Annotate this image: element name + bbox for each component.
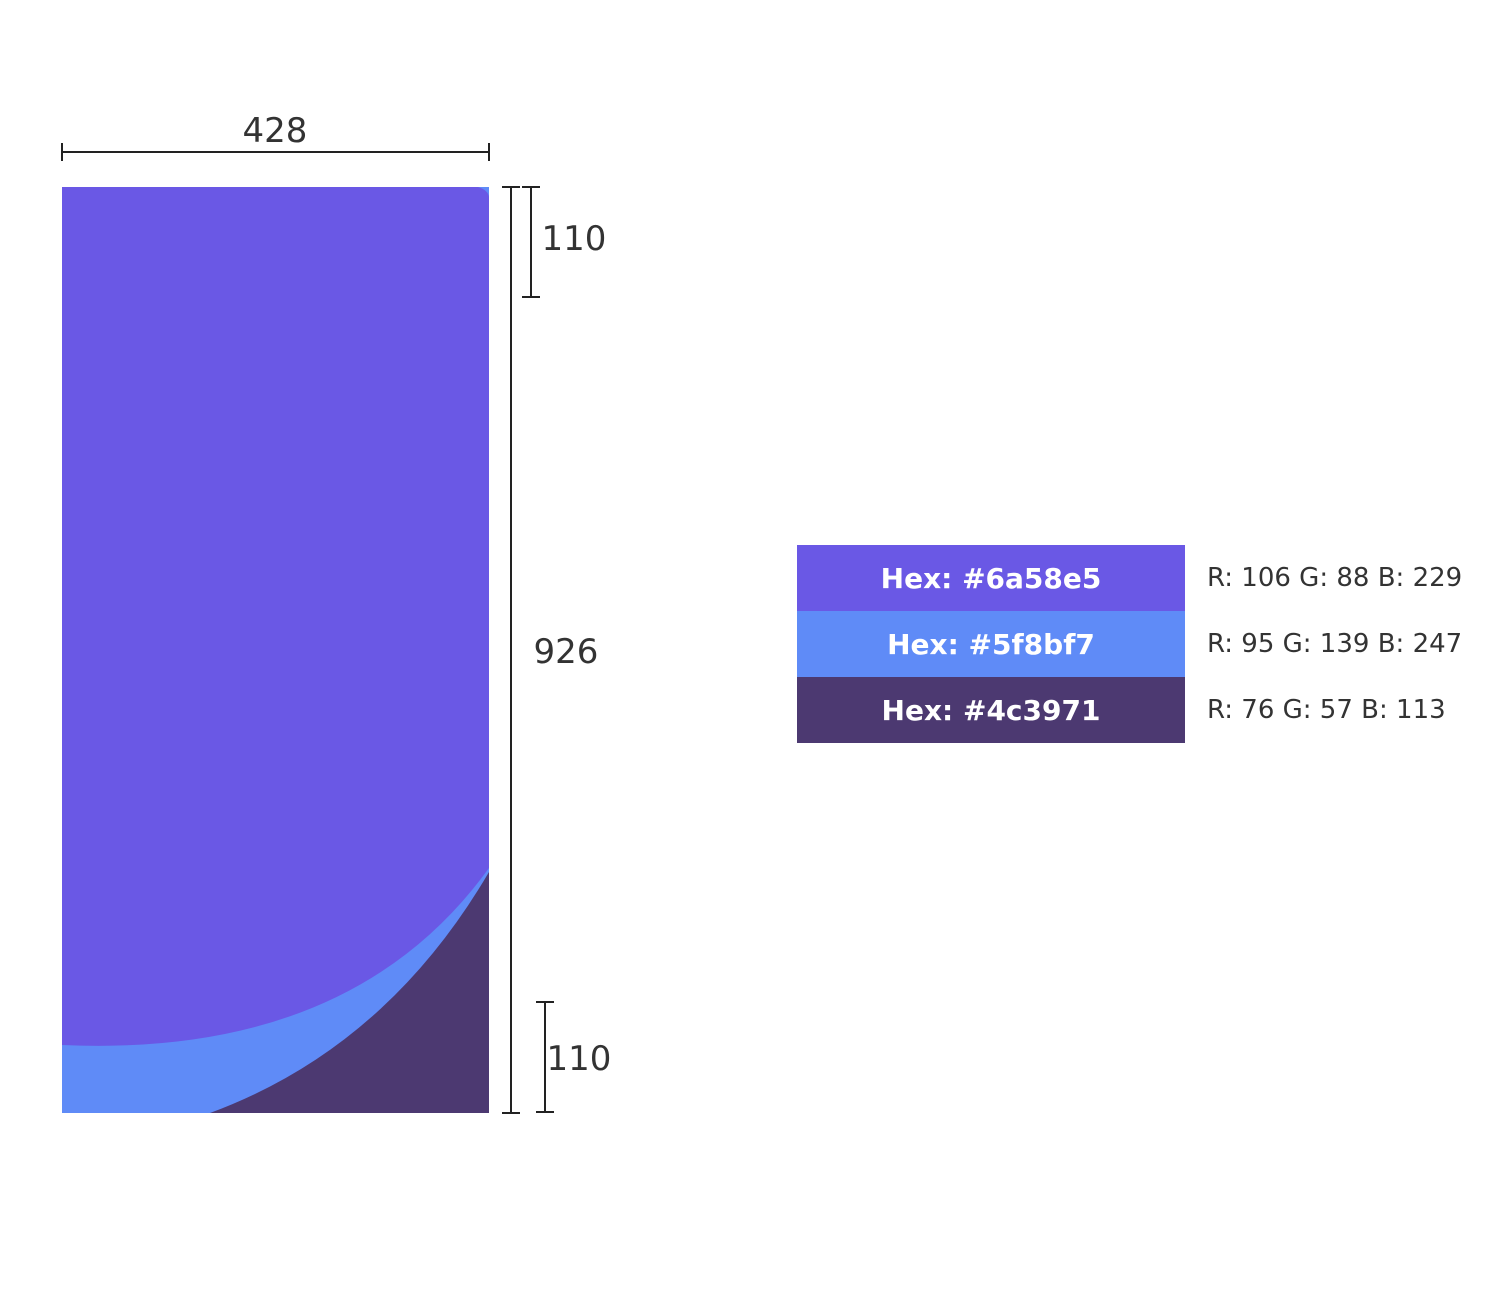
- swatch-primary-purple: Hex: #6a58e5: [797, 545, 1185, 611]
- top-margin-dimension: 110: [522, 186, 607, 298]
- bottom-margin-label: 110: [547, 1039, 612, 1079]
- height-dimension: 926: [502, 186, 599, 1114]
- top-margin-label: 110: [542, 219, 607, 259]
- bottom-margin-dimension: 110: [536, 1001, 612, 1113]
- hex-label-dark-purple: Hex: #4c3971: [881, 693, 1101, 727]
- rgb-values-list: R: 106 G: 88 B: 229 R: 95 G: 139 B: 247 …: [1207, 545, 1492, 743]
- swatch-dark-purple: Hex: #4c3971: [797, 677, 1185, 743]
- hex-label-light-blue: Hex: #5f8bf7: [887, 627, 1095, 661]
- swatch-light-blue: Hex: #5f8bf7: [797, 611, 1185, 677]
- rgb-value-dark-purple: R: 76 G: 57 B: 113: [1207, 695, 1446, 725]
- rgb-value-primary: R: 106 G: 88 B: 229: [1207, 563, 1463, 593]
- width-dimension: 428: [61, 111, 490, 161]
- color-swatch-stack: Hex: #6a58e5 Hex: #5f8bf7 Hex: #4c3971: [797, 545, 1185, 743]
- hex-label-primary: Hex: #6a58e5: [880, 561, 1102, 595]
- screen-artwork: [62, 187, 489, 1113]
- width-dimension-label: 428: [243, 111, 308, 151]
- height-dimension-label: 926: [534, 632, 599, 672]
- screen-purple-main-shape: [62, 187, 489, 1046]
- rgb-value-light-blue: R: 95 G: 139 B: 247: [1207, 629, 1463, 659]
